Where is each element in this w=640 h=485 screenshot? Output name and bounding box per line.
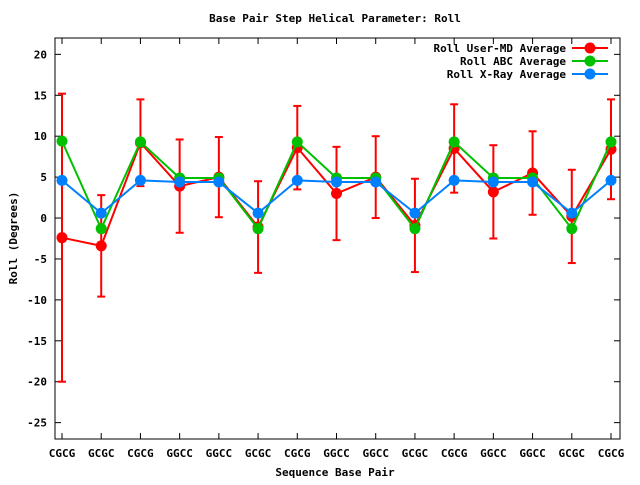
data-point — [409, 207, 421, 219]
y-tick-label: 20 — [34, 48, 47, 61]
legend-label: Roll ABC Average — [460, 55, 566, 68]
y-tick-label: -25 — [27, 417, 47, 430]
y-axis: 20 15 10 5 0 -5 -10 -15 -20 -25 — [27, 48, 620, 430]
data-point — [56, 232, 68, 244]
y-tick-label: 5 — [40, 171, 47, 184]
data-point — [370, 176, 382, 188]
x-tick-label: CGCG — [598, 447, 625, 460]
x-tick-label: GGCC — [166, 447, 193, 460]
data-point — [566, 207, 578, 219]
y-tick-label: -5 — [34, 253, 47, 266]
data-point — [291, 174, 303, 186]
y-tick-label: -20 — [27, 376, 47, 389]
data-point — [409, 223, 421, 235]
data-point — [487, 186, 499, 198]
legend-swatch-marker — [584, 42, 596, 54]
legend-swatch-marker — [584, 68, 596, 80]
y-tick-label: 0 — [40, 212, 47, 225]
x-tick-label: GCGC — [88, 447, 115, 460]
data-point — [134, 136, 146, 148]
x-tick-label: GGCC — [206, 447, 233, 460]
x-axis: CGCG GCGC CGCG GGCC GGCC GCGC CGCG GGCC GGCC GCGC… — [49, 38, 625, 460]
data-point — [95, 240, 107, 252]
y-tick-label: -10 — [27, 294, 47, 307]
y-tick-label: 10 — [34, 130, 47, 143]
x-tick-label: GGCC — [519, 447, 546, 460]
plot-area-frame — [54, 37, 621, 440]
series-layer — [56, 92, 617, 383]
data-point — [331, 187, 342, 199]
data-point — [448, 136, 460, 148]
data-point — [174, 176, 186, 188]
x-tick-label: CGCG — [284, 447, 311, 460]
x-tick-label: GCGC — [245, 447, 272, 460]
series-2 — [56, 174, 617, 219]
data-point — [56, 135, 68, 147]
x-tick-label: CGCG — [127, 447, 154, 460]
x-tick-label: GCGC — [559, 447, 586, 460]
data-point — [291, 136, 303, 148]
data-point — [331, 176, 342, 188]
data-point — [252, 223, 264, 235]
y-axis-label: Roll (Degrees) — [7, 192, 20, 285]
data-point — [566, 223, 578, 235]
x-axis-label: Sequence Base Pair — [275, 466, 395, 479]
x-tick-label: CGCG — [441, 447, 468, 460]
data-point — [527, 176, 539, 188]
data-point — [134, 174, 146, 186]
data-point — [213, 176, 225, 188]
x-tick-label: CGCG — [49, 447, 76, 460]
legend-swatch-marker — [584, 55, 596, 67]
legend-label: Roll X-Ray Average — [447, 68, 567, 81]
data-point — [252, 207, 264, 219]
data-point — [95, 223, 107, 235]
data-point — [95, 207, 107, 219]
x-tick-label: GGCC — [323, 447, 350, 460]
data-point — [487, 176, 499, 188]
x-tick-label: GCGC — [402, 447, 429, 460]
x-tick-label: GGCC — [480, 447, 507, 460]
data-point — [605, 174, 617, 186]
y-tick-label: 15 — [34, 89, 47, 102]
data-point — [56, 174, 68, 186]
data-point — [605, 136, 617, 148]
x-tick-label: GGCC — [362, 447, 389, 460]
legend-label: Roll User-MD Average — [434, 42, 567, 55]
data-point — [448, 174, 460, 186]
chart-title: Base Pair Step Helical Parameter: Roll — [209, 12, 461, 25]
y-tick-label: -15 — [27, 335, 47, 348]
